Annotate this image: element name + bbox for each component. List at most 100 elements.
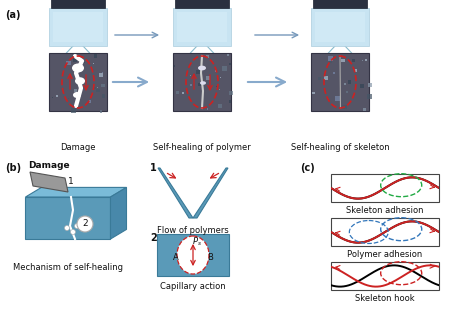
Bar bbox=[94, 87, 96, 89]
Text: Damage: Damage bbox=[60, 143, 96, 152]
Bar bbox=[89, 100, 91, 103]
Text: Flow of polymers: Flow of polymers bbox=[157, 226, 229, 235]
Bar bbox=[312, 92, 315, 94]
Text: Polymer adhesion: Polymer adhesion bbox=[347, 250, 423, 259]
Bar bbox=[176, 91, 179, 94]
Text: (a): (a) bbox=[5, 10, 20, 20]
Bar bbox=[215, 70, 217, 72]
Bar bbox=[206, 55, 209, 58]
Text: 2: 2 bbox=[150, 233, 157, 243]
Bar bbox=[102, 94, 105, 98]
Bar bbox=[219, 89, 220, 90]
Bar bbox=[52, 97, 53, 99]
Text: Skeleton hook: Skeleton hook bbox=[355, 294, 415, 303]
Ellipse shape bbox=[73, 92, 81, 98]
Bar bbox=[182, 92, 184, 94]
Bar bbox=[83, 62, 85, 63]
Text: Skeleton adhesion: Skeleton adhesion bbox=[346, 206, 424, 215]
Bar bbox=[97, 87, 98, 88]
Bar bbox=[102, 71, 103, 73]
Polygon shape bbox=[26, 188, 127, 197]
Ellipse shape bbox=[198, 66, 206, 70]
Bar bbox=[315, 12, 365, 42]
Bar bbox=[173, 65, 175, 67]
Bar bbox=[343, 105, 347, 109]
Text: 1: 1 bbox=[68, 178, 74, 187]
Bar bbox=[365, 59, 367, 61]
Bar bbox=[363, 108, 366, 111]
Bar bbox=[175, 0, 229, 8]
Circle shape bbox=[77, 216, 93, 232]
Bar bbox=[335, 96, 340, 101]
Bar bbox=[367, 93, 372, 99]
Circle shape bbox=[74, 223, 80, 228]
Bar bbox=[220, 77, 221, 78]
Bar bbox=[347, 80, 351, 84]
Text: (b): (b) bbox=[5, 163, 21, 173]
Text: (c): (c) bbox=[300, 163, 315, 173]
Bar bbox=[331, 218, 439, 246]
Bar bbox=[354, 69, 357, 72]
Bar bbox=[311, 53, 369, 111]
Bar bbox=[66, 60, 71, 65]
Bar bbox=[328, 56, 333, 61]
Bar bbox=[96, 89, 100, 92]
Bar bbox=[81, 60, 82, 62]
Ellipse shape bbox=[177, 236, 209, 274]
Bar bbox=[49, 53, 107, 111]
Circle shape bbox=[71, 229, 75, 235]
Bar bbox=[362, 60, 363, 61]
Text: Capillary action: Capillary action bbox=[160, 282, 226, 291]
Bar bbox=[324, 76, 328, 80]
Bar bbox=[331, 174, 439, 202]
Bar bbox=[173, 8, 231, 46]
Bar bbox=[173, 53, 231, 111]
Bar bbox=[331, 174, 439, 202]
Bar bbox=[49, 8, 107, 46]
Bar bbox=[198, 83, 201, 86]
Bar bbox=[360, 84, 364, 88]
Bar bbox=[229, 100, 231, 103]
Text: Damage: Damage bbox=[28, 161, 70, 170]
Text: B: B bbox=[207, 252, 213, 261]
Circle shape bbox=[64, 226, 70, 230]
Bar bbox=[207, 108, 209, 110]
Text: 2: 2 bbox=[82, 220, 88, 228]
Bar bbox=[53, 12, 103, 42]
Bar bbox=[368, 83, 372, 87]
Bar bbox=[344, 83, 346, 85]
Text: A: A bbox=[173, 252, 179, 261]
Text: $P_s$: $P_s$ bbox=[192, 236, 202, 249]
Bar bbox=[71, 108, 76, 113]
Bar bbox=[352, 59, 355, 62]
Bar bbox=[196, 70, 200, 74]
Bar bbox=[73, 58, 77, 62]
Polygon shape bbox=[26, 197, 110, 239]
Text: 1: 1 bbox=[150, 163, 157, 173]
Bar bbox=[228, 62, 231, 65]
Bar bbox=[206, 76, 210, 80]
Bar bbox=[177, 12, 227, 42]
Bar bbox=[216, 86, 217, 87]
Bar bbox=[68, 98, 69, 99]
Bar bbox=[190, 84, 192, 85]
Bar bbox=[222, 67, 227, 71]
Bar bbox=[100, 110, 102, 113]
Polygon shape bbox=[158, 168, 193, 218]
Bar bbox=[331, 262, 439, 290]
Bar bbox=[101, 84, 105, 87]
Bar bbox=[51, 0, 105, 8]
Bar bbox=[313, 0, 367, 8]
Bar bbox=[318, 77, 321, 80]
Ellipse shape bbox=[72, 63, 84, 73]
Polygon shape bbox=[193, 168, 228, 218]
Bar bbox=[94, 54, 97, 58]
Text: Self-healing of polymer: Self-healing of polymer bbox=[153, 143, 251, 152]
Polygon shape bbox=[30, 172, 68, 192]
Bar bbox=[346, 91, 348, 93]
Bar bbox=[329, 61, 332, 63]
Ellipse shape bbox=[200, 81, 206, 85]
Text: Self-healing of skeleton: Self-healing of skeleton bbox=[291, 143, 389, 152]
Bar bbox=[218, 104, 222, 108]
Text: Mechanism of self-healing: Mechanism of self-healing bbox=[13, 263, 123, 272]
